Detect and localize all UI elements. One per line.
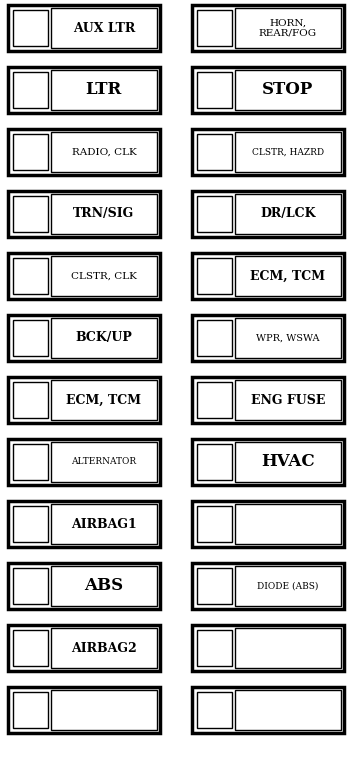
Bar xyxy=(197,382,232,418)
Bar xyxy=(13,72,48,108)
Text: CLSTR, CLK: CLSTR, CLK xyxy=(71,272,137,280)
Text: AIRBAG2: AIRBAG2 xyxy=(71,641,137,655)
Bar xyxy=(51,194,157,234)
Text: ECM, TCM: ECM, TCM xyxy=(250,269,325,283)
Bar xyxy=(235,194,341,234)
Bar xyxy=(8,377,160,423)
Text: CLSTR, HAZRD: CLSTR, HAZRD xyxy=(252,147,324,157)
Bar xyxy=(8,501,160,547)
Text: DR/LCK: DR/LCK xyxy=(260,207,316,221)
Bar xyxy=(192,501,344,547)
Bar xyxy=(192,439,344,485)
Bar xyxy=(51,380,157,420)
Bar xyxy=(13,10,48,45)
Bar xyxy=(13,507,48,542)
Text: ALTERNATOR: ALTERNATOR xyxy=(71,457,136,467)
Bar xyxy=(197,507,232,542)
Text: ABS: ABS xyxy=(84,578,124,594)
Bar xyxy=(8,129,160,175)
Bar xyxy=(51,442,157,482)
Bar xyxy=(51,256,157,296)
Text: TRN/SIG: TRN/SIG xyxy=(73,207,135,221)
Bar xyxy=(197,692,232,727)
Text: AIRBAG1: AIRBAG1 xyxy=(71,518,137,531)
Bar xyxy=(51,70,157,110)
Bar xyxy=(13,568,48,604)
Bar xyxy=(235,504,341,544)
Bar xyxy=(235,442,341,482)
Bar xyxy=(13,630,48,666)
Text: HVAC: HVAC xyxy=(261,453,315,471)
Bar xyxy=(197,72,232,108)
Bar xyxy=(8,625,160,671)
Bar xyxy=(8,191,160,237)
Bar xyxy=(235,380,341,420)
Bar xyxy=(197,197,232,232)
Text: STOP: STOP xyxy=(262,81,314,99)
Bar xyxy=(13,382,48,418)
Bar xyxy=(8,315,160,361)
Bar xyxy=(192,129,344,175)
Bar xyxy=(8,687,160,733)
Bar xyxy=(197,258,232,294)
Bar xyxy=(192,563,344,609)
Bar xyxy=(13,692,48,727)
Bar xyxy=(235,628,341,668)
Bar xyxy=(235,690,341,730)
Text: HORN,
REAR/FOG: HORN, REAR/FOG xyxy=(259,18,317,38)
Bar xyxy=(51,628,157,668)
Bar xyxy=(13,320,48,355)
Bar xyxy=(235,70,341,110)
Bar xyxy=(8,439,160,485)
Bar xyxy=(51,8,157,48)
Bar xyxy=(51,132,157,172)
Bar xyxy=(13,134,48,170)
Bar xyxy=(235,256,341,296)
Text: BCK/UP: BCK/UP xyxy=(76,331,132,345)
Bar xyxy=(51,566,157,606)
Text: LTR: LTR xyxy=(86,81,122,99)
Bar xyxy=(235,8,341,48)
Text: AUX LTR: AUX LTR xyxy=(73,21,135,34)
Text: DIODE (ABS): DIODE (ABS) xyxy=(257,582,319,590)
Bar xyxy=(197,320,232,355)
Bar xyxy=(197,630,232,666)
Bar xyxy=(192,67,344,113)
Bar xyxy=(192,315,344,361)
Bar xyxy=(235,318,341,358)
Bar xyxy=(235,566,341,606)
Bar xyxy=(192,191,344,237)
Bar xyxy=(13,197,48,232)
Bar xyxy=(192,253,344,299)
Bar xyxy=(197,10,232,45)
Bar xyxy=(8,67,160,113)
Bar xyxy=(192,687,344,733)
Bar xyxy=(51,504,157,544)
Bar xyxy=(51,318,157,358)
Text: ECM, TCM: ECM, TCM xyxy=(66,394,141,406)
Bar xyxy=(13,444,48,480)
Bar xyxy=(8,253,160,299)
Bar xyxy=(197,444,232,480)
Text: WPR, WSWA: WPR, WSWA xyxy=(256,334,320,342)
Bar xyxy=(197,568,232,604)
Text: ENG FUSE: ENG FUSE xyxy=(251,394,325,406)
Bar xyxy=(192,625,344,671)
Bar xyxy=(51,690,157,730)
Bar xyxy=(192,5,344,51)
Text: RADIO, CLK: RADIO, CLK xyxy=(72,147,136,157)
Bar xyxy=(235,132,341,172)
Bar xyxy=(192,377,344,423)
Bar xyxy=(8,5,160,51)
Bar xyxy=(8,563,160,609)
Bar xyxy=(13,258,48,294)
Bar xyxy=(197,134,232,170)
